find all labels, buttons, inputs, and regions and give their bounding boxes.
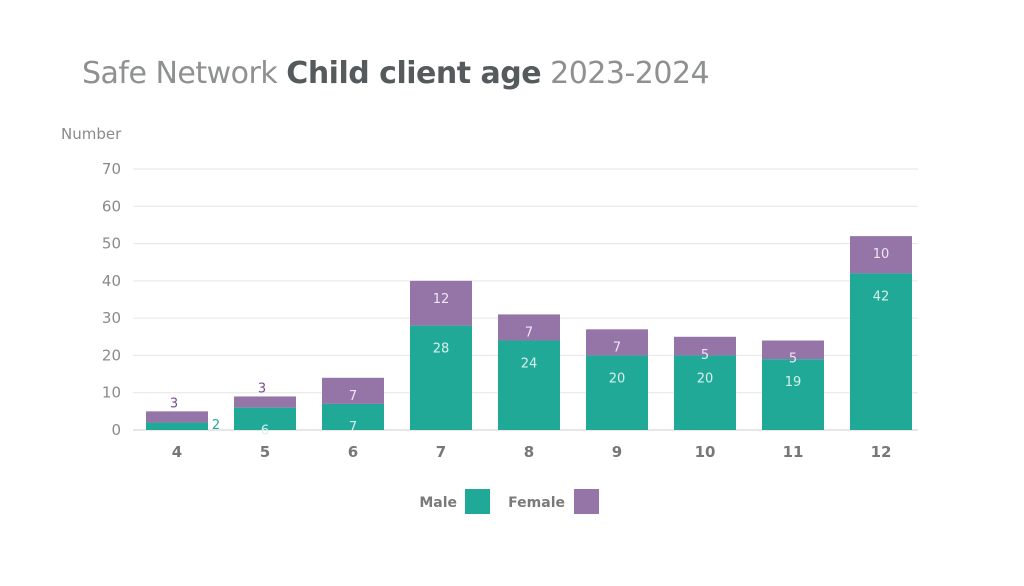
bar-female <box>762 340 824 360</box>
data-label-female: 7 <box>525 325 533 340</box>
data-label-female: 5 <box>701 348 709 363</box>
data-label-male: 6 <box>261 424 269 439</box>
chart-title: Safe Network Child client age 2023-2024 <box>82 56 710 91</box>
bar-female <box>234 396 296 408</box>
bar-male <box>146 422 208 430</box>
x-tick-label: 9 <box>612 443 622 461</box>
legend-label-male: Male <box>419 495 457 511</box>
x-tick-label: 6 <box>348 443 358 461</box>
bar-female <box>410 280 472 326</box>
bar-male <box>762 359 824 430</box>
y-tick-label: 10 <box>102 384 121 402</box>
data-label-male: 42 <box>873 289 890 304</box>
data-label-female: 10 <box>873 247 890 262</box>
data-label-female: 7 <box>349 389 357 404</box>
title-part-subject: Child client age <box>286 56 542 91</box>
y-axis-ticks: 0 10 20 30 40 50 60 70 <box>102 160 121 439</box>
x-tick-label: 7 <box>436 443 446 461</box>
bars: 2 3 6 3 7 7 28 12 24 7 20 7 20 5 19 5 42 10 <box>146 236 912 439</box>
bar-male <box>674 355 736 430</box>
data-label-male: 24 <box>521 357 538 372</box>
y-tick-label: 50 <box>102 235 121 253</box>
data-label-female: 12 <box>433 292 450 307</box>
bar-male <box>410 325 472 430</box>
bar-female <box>146 411 208 423</box>
bar-male <box>498 340 560 430</box>
data-label-female: 7 <box>613 340 621 355</box>
bar-male <box>586 355 648 430</box>
bar-male <box>234 407 296 430</box>
x-axis-ticks: 4 5 6 7 8 9 10 11 12 <box>172 443 892 461</box>
data-label-male: 20 <box>697 371 714 386</box>
y-tick-label: 30 <box>102 309 121 327</box>
x-tick-label: 11 <box>783 443 804 461</box>
x-tick-label: 12 <box>871 443 892 461</box>
bar-female <box>498 314 560 341</box>
x-tick-label: 5 <box>260 443 270 461</box>
data-label-male: 20 <box>609 371 626 386</box>
legend-swatch-female <box>574 489 599 514</box>
bar-male <box>850 273 912 430</box>
y-axis-label: Number <box>61 125 122 143</box>
data-label-male: 28 <box>433 342 450 357</box>
data-label-male: 19 <box>785 375 802 390</box>
y-tick-label: 70 <box>102 160 121 178</box>
bar-female <box>586 329 648 356</box>
y-tick-label: 20 <box>102 346 121 364</box>
data-label-male: 2 <box>212 418 220 433</box>
data-label-male: 7 <box>349 420 357 435</box>
y-tick-label: 40 <box>102 272 121 290</box>
data-label-female: 5 <box>789 352 797 367</box>
bar-male <box>322 403 384 430</box>
bar-female <box>850 236 912 274</box>
y-tick-label: 60 <box>102 197 121 215</box>
y-tick-label: 0 <box>111 421 121 439</box>
legend-swatch-male <box>465 489 490 514</box>
legend: Male Female <box>419 489 599 514</box>
legend-label-female: Female <box>508 495 565 511</box>
title-part-org: Safe Network <box>82 56 278 91</box>
bar-female <box>674 336 736 356</box>
data-label-female: 3 <box>170 396 178 411</box>
x-tick-label: 8 <box>524 443 534 461</box>
data-label-female: 3 <box>258 381 266 396</box>
bar-female <box>322 377 384 404</box>
x-tick-label: 4 <box>172 443 182 461</box>
x-tick-label: 10 <box>695 443 716 461</box>
title-part-period: 2023-2024 <box>550 56 710 91</box>
